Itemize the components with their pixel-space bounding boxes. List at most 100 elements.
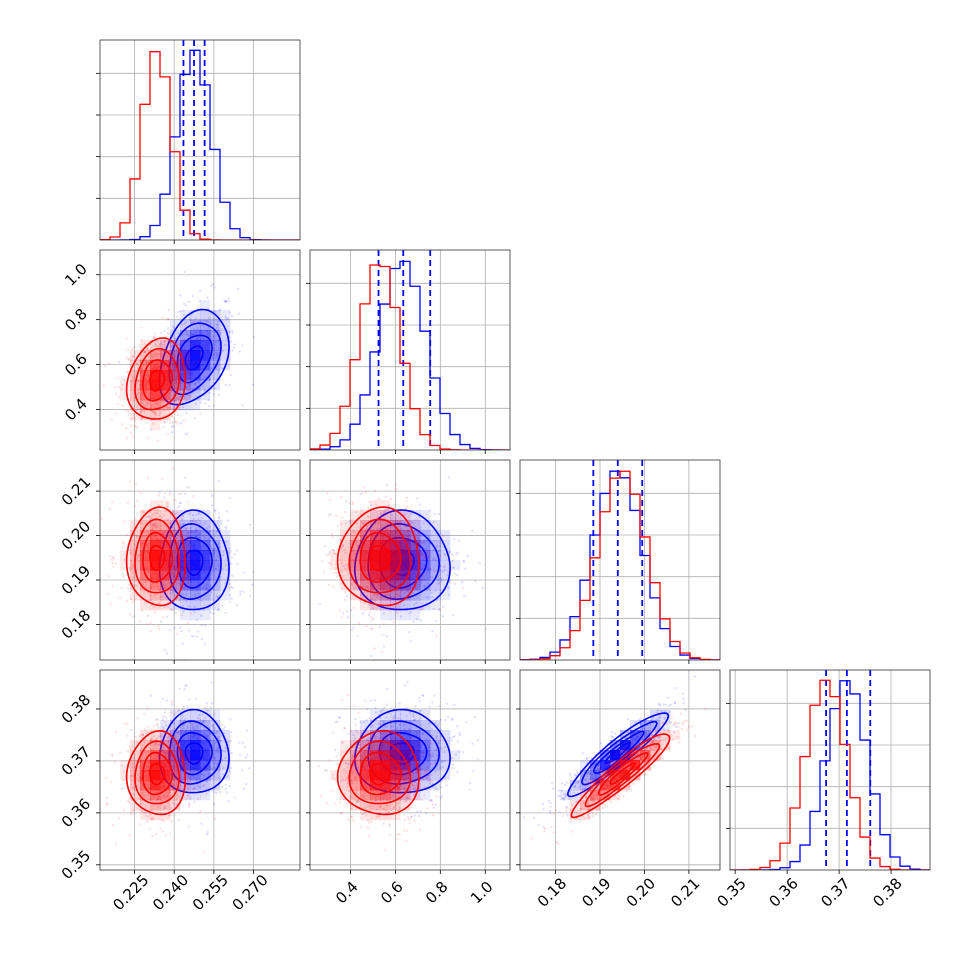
density-cell [130,520,141,531]
scatter-point [424,811,428,815]
scatter-point [183,338,186,341]
scatter-point [392,807,395,810]
scatter-point [111,556,115,559]
scatter-point [140,410,143,413]
scatter-point [146,792,150,796]
density-cell [170,730,181,741]
density-cell [170,740,181,751]
scatter-point [330,562,333,565]
density-cell [170,570,181,581]
scatter-point [241,769,244,772]
scatter-point [137,379,140,383]
density-cell [180,790,191,801]
density-cell [420,560,431,571]
scatter-point [163,648,166,652]
density-cell [150,770,161,781]
scatter-point [199,412,202,415]
density-cell [200,770,211,781]
scatter-point [418,607,421,610]
scatter-point [434,619,437,623]
scatter-point [407,797,410,800]
scatter-point [369,747,373,750]
scatter-point [404,778,407,782]
scatter-point [229,600,232,604]
scatter-point [367,528,370,531]
density-cell [430,550,441,561]
scatter-point [187,383,190,386]
scatter-point [177,529,180,532]
scatter-point [203,783,206,786]
scatter-point [369,503,373,507]
density-cell [430,770,441,781]
density-cell [150,360,161,371]
density-cell [170,780,181,791]
scatter-point [380,583,383,587]
scatter-point [224,757,227,760]
density-cell [190,580,201,591]
density-cell [210,570,221,581]
scatter-point [400,792,403,796]
scatter-point [395,521,399,524]
scatter-point [392,579,396,583]
scatter-point [376,593,379,596]
scatter-point [153,594,156,597]
scatter-point [385,716,388,719]
scatter-point [213,757,217,760]
density-cell [380,710,391,721]
scatter-point [419,717,422,720]
scatter-point [167,308,170,312]
density-cell [390,590,401,601]
scatter-point [196,306,199,310]
x-tick-label: 0.270 [229,871,272,914]
scatter-point [377,497,381,501]
scatter-point [340,547,343,550]
scatter-point [220,723,224,726]
scatter-point [186,726,189,729]
scatter-point [136,717,139,720]
scatter-point [154,746,157,750]
scatter-point [178,719,182,722]
scatter-point [170,720,173,723]
scatter-point [165,505,169,508]
scatter-point [208,771,212,775]
density-cell [180,350,191,361]
density-cell [210,380,221,391]
scatter-point [149,738,152,741]
scatter-point [321,560,324,563]
scatter-point [385,733,388,736]
scatter-point [380,587,383,590]
scatter-point [172,363,175,367]
histogram-series-0 [310,260,510,450]
scatter-point [143,750,146,754]
scatter-point [207,773,210,776]
scatter-point [357,766,360,770]
scatter-point [147,357,151,361]
scatter-point [424,771,427,774]
scatter-point [424,601,428,604]
scatter-point [131,615,135,618]
scatter-point [166,736,169,739]
scatter-point [177,531,180,534]
scatter-point [146,614,150,618]
scatter-point [171,351,174,354]
density-cell [340,560,351,571]
scatter-point [245,782,248,786]
scatter-point [182,522,185,526]
contour-series-1 [149,545,166,572]
contour-series-1 [134,347,181,411]
density-cell [380,590,391,601]
density-cell [400,720,411,731]
density-cell [140,370,151,381]
scatter-point [399,598,402,601]
scatter-point [357,551,361,555]
density-cell [180,610,191,621]
density-cell [170,740,181,751]
scatter-point [159,411,162,414]
density-cell [150,350,161,361]
scatter-point [191,566,194,569]
scatter-point [398,595,402,598]
scatter-point [435,795,438,798]
scatter-point [153,611,156,614]
scatter-point [358,743,361,746]
scatter-point [146,706,149,709]
